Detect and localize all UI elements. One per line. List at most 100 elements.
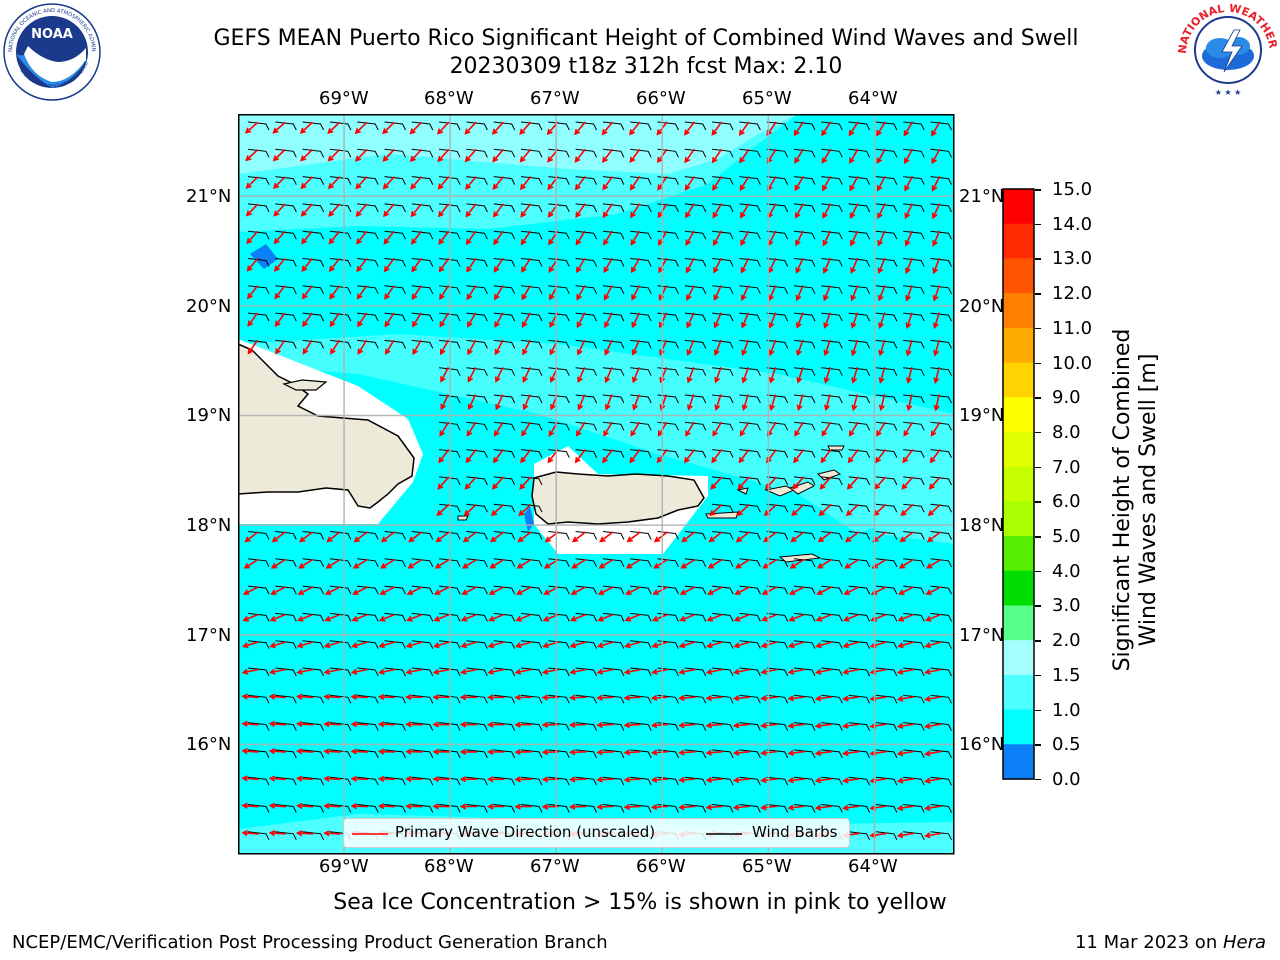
colorbar-tick-label: 1.0: [1052, 699, 1081, 721]
wind-barb: [439, 421, 461, 431]
wave-direction-arrow: [519, 476, 532, 490]
wind-barb: [357, 285, 379, 295]
wave-direction-arrow: [491, 476, 505, 490]
wave-direction-arrow: [495, 394, 504, 411]
wind-barb: [930, 176, 952, 185]
wind-barb: [302, 176, 325, 185]
wave-direction-arrow: [350, 748, 368, 755]
wind-barb: [247, 203, 270, 213]
wave-direction-arrow: [514, 721, 532, 728]
wind-barb: [930, 285, 952, 295]
wave-direction-arrow: [878, 366, 886, 384]
wind-barb: [439, 203, 461, 213]
wave-direction-arrow: [465, 230, 477, 246]
wave-direction-arrow: [931, 203, 941, 220]
svg-text:★ ★ ★: ★ ★ ★: [1215, 88, 1242, 97]
wind-barb: [357, 585, 379, 595]
wind-barb: [657, 339, 679, 349]
wind-barb: [903, 394, 925, 404]
lat-tick-right-17n: 17°N: [959, 625, 1005, 646]
wave-direction-arrow: [820, 449, 832, 464]
wind-barb: [903, 258, 925, 267]
wave-direction-arrow: [242, 586, 259, 595]
wave-direction-arrow: [328, 203, 341, 217]
wave-direction-arrow: [706, 613, 723, 622]
wave-direction-arrow: [624, 613, 641, 622]
wind-barb: [712, 531, 734, 540]
wind-barb: [275, 203, 297, 213]
wind-barb: [793, 776, 816, 786]
wind-barb: [329, 531, 352, 540]
wave-direction-arrow: [741, 339, 750, 357]
wave-direction-arrow: [739, 421, 750, 437]
wind-barb: [302, 230, 325, 240]
wind-barb: [520, 230, 543, 240]
wave-direction-arrow: [487, 694, 505, 701]
wind-barb: [575, 531, 598, 540]
wind-barb: [903, 640, 925, 649]
wind-barb: [575, 258, 598, 267]
wave-direction-arrow: [686, 366, 695, 384]
lat-tick-left-17n: 17°N: [186, 625, 232, 646]
lat-tick-left-16n: 16°N: [186, 734, 232, 755]
wave-direction-arrow: [459, 721, 478, 728]
wind-barb: [930, 312, 952, 322]
wave-direction-arrow: [875, 449, 887, 464]
wave-direction-arrow: [434, 558, 450, 569]
wind-barb: [739, 612, 761, 622]
colorbar-tick-label: 0.0: [1052, 768, 1081, 790]
wind-barb: [548, 176, 570, 185]
wind-barb: [302, 585, 325, 595]
wind-barb: [520, 176, 543, 185]
wind-barb: [520, 258, 543, 267]
wave-direction-arrow: [710, 476, 723, 490]
wind-barb: [875, 831, 898, 841]
wind-barb: [275, 667, 297, 677]
wave-direction-arrow: [650, 776, 669, 783]
wave-direction-arrow: [930, 421, 941, 437]
wave-direction-arrow: [850, 339, 859, 357]
wave-direction-arrow: [898, 586, 914, 595]
lon-tick-bottom-64w: 64°W: [848, 856, 898, 877]
wind-barb: [275, 148, 297, 158]
wave-direction-arrow: [302, 339, 313, 355]
wind-barb: [657, 804, 679, 813]
wind-barb: [329, 722, 352, 731]
wave-direction-arrow: [521, 285, 532, 301]
wave-direction-arrow: [268, 720, 286, 728]
wind-barb: [739, 776, 761, 786]
wind-barb: [930, 503, 952, 513]
wave-direction-arrow: [596, 694, 614, 701]
wind-barb: [602, 804, 625, 813]
legend-label-wind-barbs: Wind Barbs: [752, 823, 838, 841]
wave-direction-arrow: [352, 558, 368, 569]
wave-direction-arrow: [678, 804, 696, 811]
wind-barb: [793, 667, 816, 677]
wave-direction-arrow: [844, 558, 860, 569]
wave-direction-arrow: [787, 722, 805, 729]
wind-barb: [630, 640, 652, 649]
wave-direction-arrow: [601, 121, 614, 136]
wind-barb: [548, 804, 570, 813]
wind-barb: [903, 367, 925, 376]
wave-direction-arrow: [438, 257, 450, 273]
wave-direction-arrow: [574, 121, 586, 136]
wind-barb: [602, 449, 625, 458]
wave-direction-arrow: [623, 749, 641, 756]
wave-direction-arrow: [847, 449, 859, 464]
colorbar-tick-label: 7.0: [1052, 456, 1081, 478]
wind-barb: [520, 667, 543, 677]
wind-barb: [411, 612, 434, 622]
wave-direction-arrow: [906, 394, 913, 412]
wind-barb: [793, 285, 816, 295]
wind-barb: [602, 339, 625, 349]
wave-direction-arrow: [630, 230, 641, 246]
wave-direction-arrow: [905, 312, 913, 330]
wind-barb: [712, 230, 734, 240]
wind-barb: [684, 421, 707, 431]
wave-direction-arrow: [926, 558, 942, 569]
colorbar-segment: [1003, 258, 1034, 294]
wind-barb: [848, 640, 871, 649]
wind-barb: [712, 176, 734, 185]
wave-direction-arrow: [849, 230, 859, 247]
